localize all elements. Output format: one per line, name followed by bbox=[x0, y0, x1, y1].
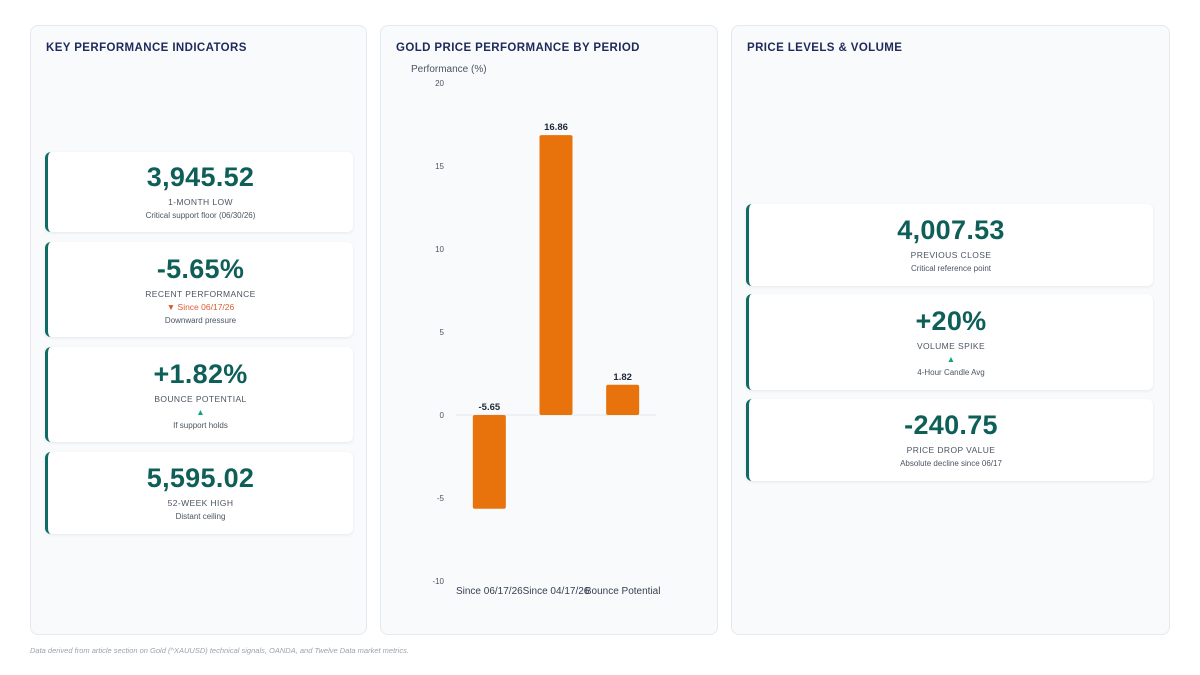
y-tick-label: 5 bbox=[440, 328, 445, 337]
kpi-note: Downward pressure bbox=[164, 316, 237, 325]
kpi-card-bounce-potential: +1.82% BOUNCE POTENTIAL ▲ If support hol… bbox=[45, 347, 353, 442]
kpi-value: -5.65% bbox=[156, 254, 245, 284]
y-tick-label: 20 bbox=[435, 79, 444, 88]
chart-panel: GOLD PRICE PERFORMANCE BY PERIOD Perform… bbox=[380, 25, 718, 635]
x-category-label: Bounce Potential bbox=[585, 586, 661, 597]
kpi-card-price-drop: -240.75 PRICE DROP VALUE Absolute declin… bbox=[746, 399, 1153, 481]
kpi-card-52-week-high: 5,595.02 52-WEEK HIGH Distant ceiling bbox=[45, 452, 353, 534]
y-tick-label: 15 bbox=[435, 162, 444, 171]
kpi-note: If support holds bbox=[173, 421, 228, 430]
kpi-value: +20% bbox=[915, 306, 987, 336]
kpi-note: 4-Hour Candle Avg bbox=[917, 368, 985, 377]
bar-data-label: -5.65 bbox=[479, 402, 501, 413]
kpi-value: 5,595.02 bbox=[146, 463, 255, 493]
kpi-card-month-low: 3,945.52 1-MONTH LOW Critical support fl… bbox=[45, 152, 353, 232]
kpi-note: Critical support floor (06/30/26) bbox=[145, 211, 256, 220]
kpi-note: Absolute decline since 06/17 bbox=[900, 459, 1002, 468]
kpi-value: 4,007.53 bbox=[897, 215, 1005, 245]
bar bbox=[472, 415, 506, 509]
kpi-card-previous-close: 4,007.53 PREVIOUS CLOSE Critical referen… bbox=[746, 204, 1153, 286]
kpi-value: +1.82% bbox=[153, 359, 248, 389]
kpi-card-volume-spike: +20% VOLUME SPIKE ▲ 4-Hour Candle Avg bbox=[746, 294, 1153, 390]
kpi-label: RECENT PERFORMANCE bbox=[145, 289, 256, 299]
y-tick-label: -10 bbox=[432, 577, 444, 586]
kpi-label: 1-MONTH LOW bbox=[168, 197, 233, 207]
y-tick-label: 0 bbox=[440, 411, 445, 420]
kpi-panel: KEY PERFORMANCE INDICATORS 3,945.52 1-MO… bbox=[30, 25, 367, 635]
kpi-label: VOLUME SPIKE bbox=[916, 341, 986, 351]
kpi-panel-title: KEY PERFORMANCE INDICATORS bbox=[46, 42, 247, 54]
levels-panel: PRICE LEVELS & VOLUME 4,007.53 PREVIOUS … bbox=[731, 25, 1170, 635]
y-tick-label: -5 bbox=[437, 494, 445, 503]
bar bbox=[539, 135, 573, 415]
kpi-label: PREVIOUS CLOSE bbox=[910, 250, 992, 260]
kpi-value: 3,945.52 bbox=[146, 162, 255, 192]
levels-panel-title: PRICE LEVELS & VOLUME bbox=[747, 42, 903, 54]
kpi-label: BOUNCE POTENTIAL bbox=[154, 394, 247, 404]
kpi-label: PRICE DROP VALUE bbox=[906, 445, 996, 455]
x-category-label: Since 04/17/26 bbox=[523, 586, 590, 597]
y-tick-label: 10 bbox=[435, 245, 444, 254]
x-category-label: Since 06/17/26 bbox=[456, 586, 523, 597]
source-footnote: Data derived from article section on Gol… bbox=[30, 646, 409, 655]
y-axis-title: Performance (%) bbox=[411, 64, 487, 75]
kpi-note: Distant ceiling bbox=[175, 512, 226, 521]
kpi-card-recent-performance: -5.65% RECENT PERFORMANCE ▼ Since 06/17/… bbox=[45, 242, 353, 337]
chart-panel-title: GOLD PRICE PERFORMANCE BY PERIOD bbox=[396, 42, 640, 54]
trend-up-icon: ▲ bbox=[196, 407, 205, 417]
bar bbox=[606, 384, 640, 415]
trend-down-indicator: ▼ Since 06/17/26 bbox=[166, 302, 235, 312]
bar-data-label: 1.82 bbox=[613, 372, 632, 383]
bar-data-label: 16.86 bbox=[544, 122, 568, 133]
kpi-note: Critical reference point bbox=[910, 264, 992, 273]
kpi-label: 52-WEEK HIGH bbox=[167, 498, 234, 508]
performance-bar-chart: Performance (%) -10 -5 0 5 10 15 20 -5.65 16.86… bbox=[411, 64, 661, 597]
trend-up-icon: ▲ bbox=[946, 354, 956, 364]
kpi-value: -240.75 bbox=[904, 410, 998, 440]
